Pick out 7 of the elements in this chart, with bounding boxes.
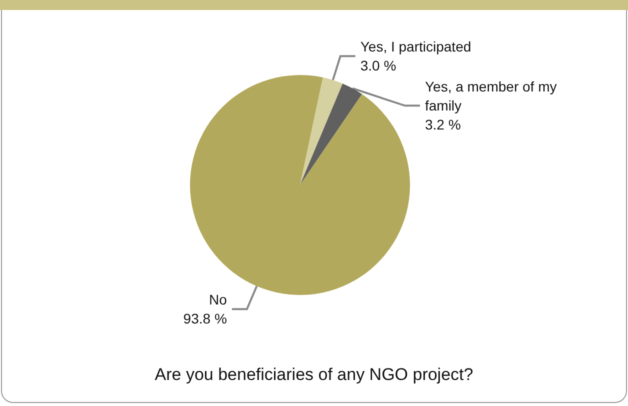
slice-label: Yes, a member of my family bbox=[424, 78, 557, 114]
slice-label: Yes, I participated bbox=[360, 38, 472, 55]
data-label: 93.8 % bbox=[183, 310, 227, 327]
data-label: 3.0 % bbox=[360, 58, 396, 74]
slice-label: No bbox=[209, 292, 228, 308]
text: Are you beneficiaries of any NGO project? bbox=[154, 365, 474, 384]
data-label: 3.2 % bbox=[424, 116, 461, 133]
